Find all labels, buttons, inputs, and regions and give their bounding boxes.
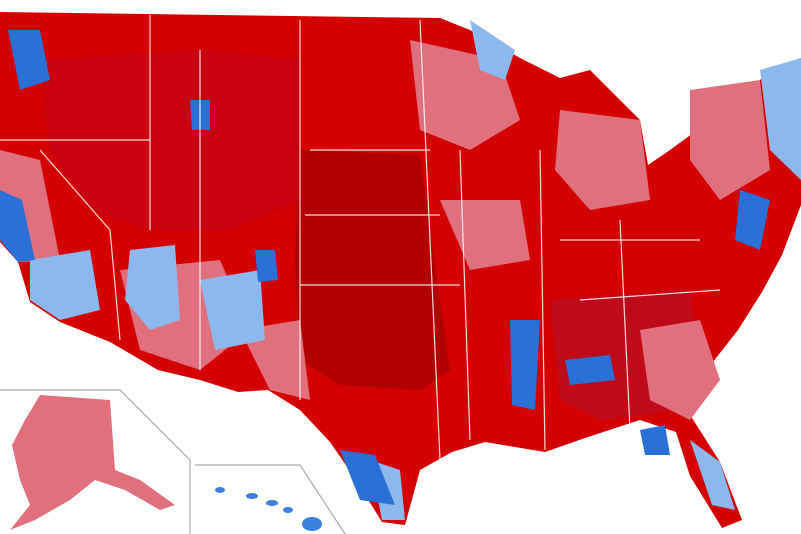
hawaii bbox=[215, 487, 322, 531]
alaska-inset-border bbox=[0, 389, 191, 534]
blue-area bbox=[0, 190, 35, 262]
state-border bbox=[0, 15, 721, 461]
pink-area bbox=[690, 80, 770, 200]
blue-area bbox=[640, 425, 670, 455]
pink-area bbox=[555, 110, 650, 210]
island bbox=[215, 487, 225, 493]
island bbox=[266, 500, 278, 506]
blue-area bbox=[255, 250, 278, 282]
blue-area bbox=[340, 450, 395, 505]
blue-area bbox=[8, 30, 50, 90]
state-borders bbox=[0, 15, 721, 461]
blue-area bbox=[735, 190, 770, 250]
island bbox=[246, 493, 258, 499]
light-blue-area bbox=[30, 250, 100, 320]
light-blue-area bbox=[760, 58, 801, 180]
light-blue-area bbox=[125, 245, 180, 330]
pink-area bbox=[640, 320, 720, 420]
light-blue-area bbox=[690, 440, 735, 510]
hawaii-inset-border bbox=[195, 464, 346, 534]
light-blue-areas bbox=[30, 20, 801, 520]
light-blue-area bbox=[200, 270, 265, 350]
island bbox=[283, 507, 293, 513]
island bbox=[302, 517, 322, 531]
light-blue-area bbox=[470, 20, 515, 80]
blue-areas bbox=[0, 30, 770, 505]
alaska bbox=[10, 395, 175, 530]
blue-area bbox=[565, 355, 615, 385]
west-region bbox=[40, 50, 300, 230]
blue-area bbox=[510, 320, 540, 410]
plains-region bbox=[295, 150, 450, 390]
